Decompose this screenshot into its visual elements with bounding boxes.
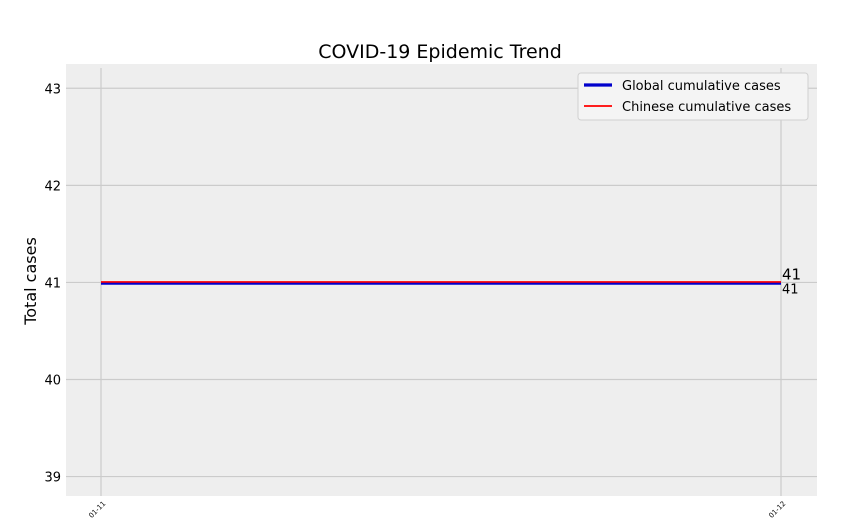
legend-box <box>577 72 809 121</box>
y-tick-label: 43 <box>44 82 61 97</box>
end-label-global: 41 <box>782 282 799 297</box>
end-label-chinese: 41 <box>782 265 801 283</box>
chart-title: COVID-19 Epidemic Trend <box>318 41 562 63</box>
y-tick-label: 41 <box>44 276 61 291</box>
x-tick-label: 01-12 <box>767 500 787 520</box>
x-tick-label: 01-11 <box>87 500 107 520</box>
y-tick-label: 42 <box>44 179 61 194</box>
plot-area <box>66 64 817 496</box>
y-axis-ticks: 39 40 41 42 43 <box>44 82 61 485</box>
y-axis-label: Total cases <box>21 237 40 326</box>
legend-label-global: Global cumulative cases <box>622 79 781 94</box>
legend-label-chinese: Chinese cumulative cases <box>622 100 791 115</box>
legend: Global cumulative cases Chinese cumulati… <box>577 72 809 121</box>
y-tick-label: 39 <box>44 471 61 486</box>
x-axis-ticks: 01-11 01-12 <box>87 500 787 520</box>
y-tick-label: 40 <box>44 374 61 389</box>
series-lines <box>101 281 781 285</box>
